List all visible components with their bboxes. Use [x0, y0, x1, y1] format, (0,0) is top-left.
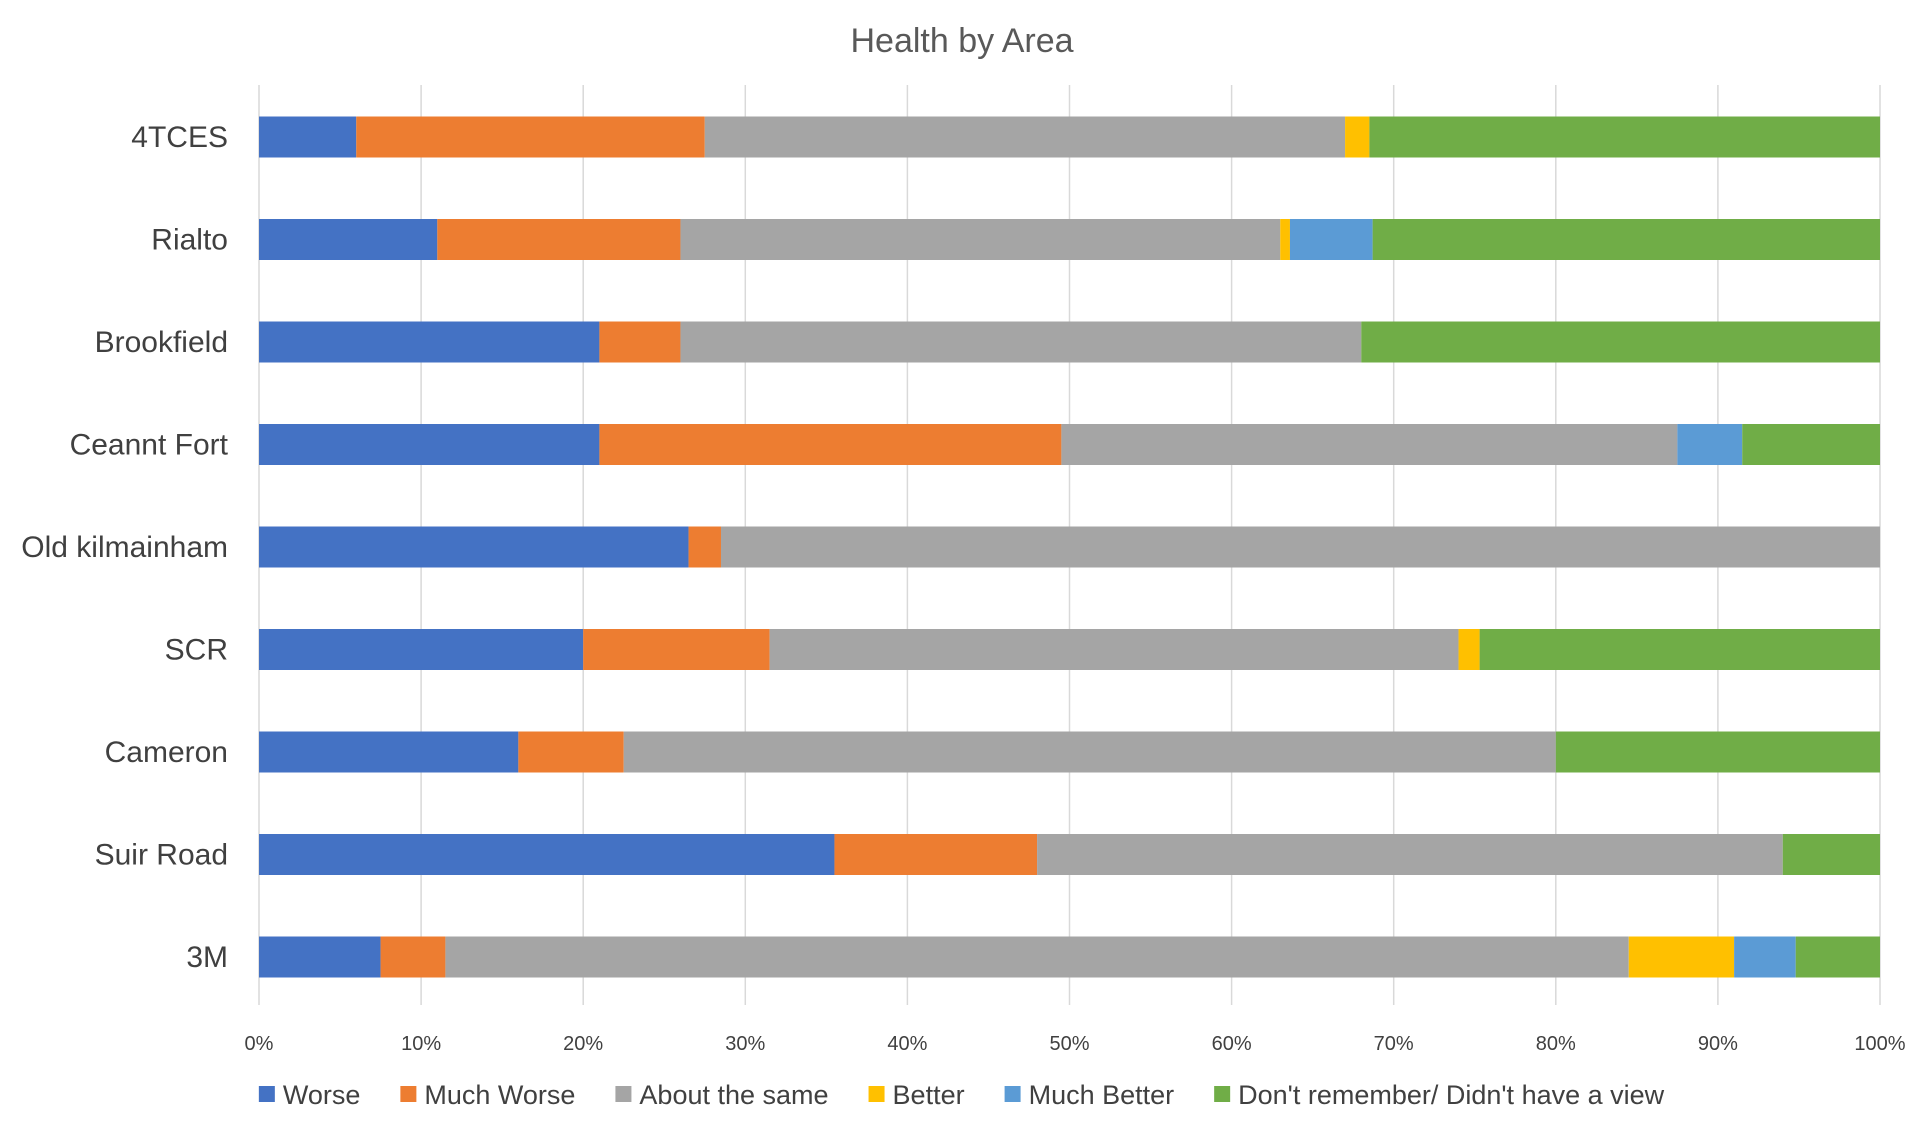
bar-segment [834, 834, 1038, 875]
legend-label: Don't remember/ Didn't have a view [1238, 1080, 1664, 1110]
bar-segment [599, 424, 1062, 465]
legend-swatch [615, 1086, 632, 1102]
bar-segment [380, 936, 446, 978]
legend-label: Worse [283, 1080, 361, 1110]
bar-segment [680, 321, 1362, 363]
category-label: Brookfield [95, 326, 228, 359]
bar-segment [259, 321, 600, 363]
legend-swatch [400, 1086, 417, 1102]
bar-segment [1280, 219, 1290, 260]
bar-segment [680, 219, 1281, 260]
bars [259, 116, 1880, 978]
legend-item: About the same [615, 1080, 829, 1110]
bar-segment [1795, 936, 1880, 978]
bar-segment [1345, 116, 1370, 158]
x-tick-label: 50% [1049, 1033, 1089, 1055]
bar-segment [1458, 629, 1480, 670]
legend-item: Much Worse [400, 1080, 575, 1110]
category-label: Rialto [151, 224, 228, 257]
x-tick-label: 60% [1212, 1033, 1252, 1055]
category-label: 4TCES [131, 121, 228, 154]
bar-segment [769, 629, 1459, 670]
bar-segment [623, 731, 1556, 773]
bar-segment [704, 116, 1346, 158]
legend-label: Much Better [1029, 1080, 1175, 1110]
x-tick-label: 90% [1698, 1033, 1738, 1055]
legend-item: Worse [258, 1080, 361, 1110]
legend-swatch [1214, 1086, 1231, 1102]
category-label: Cameron [105, 736, 228, 769]
bar-segment [1369, 116, 1880, 158]
category-label: Suir Road [95, 839, 228, 872]
bar-segment [259, 424, 600, 465]
bar-segment [259, 629, 584, 670]
bar-segment [259, 116, 357, 158]
bar-segment [1742, 424, 1880, 465]
bar-segment [688, 526, 721, 568]
bar-segment [1061, 424, 1678, 465]
bar-segment [437, 219, 681, 260]
legend-item: Better [868, 1080, 965, 1110]
category-label: 3M [186, 941, 228, 974]
bar-segment [1372, 219, 1880, 260]
bar-segment [1037, 834, 1783, 875]
category-labels: 4TCES Rialto Brookfield Ceannt Fort Old kilm… [21, 121, 228, 974]
x-tick-label: 30% [725, 1033, 765, 1055]
x-tick-label: 0% [245, 1033, 274, 1055]
bar-segment [259, 834, 835, 875]
bar-segment [1289, 219, 1373, 260]
bar-segment [1782, 834, 1880, 875]
bar-segment [1677, 424, 1743, 465]
legend-item: Don't remember/ Didn't have a view [1214, 1080, 1665, 1110]
bar-segment [1734, 936, 1796, 978]
bar-segment [356, 116, 705, 158]
bar-segment [1628, 936, 1735, 978]
legend-swatch [1004, 1086, 1021, 1102]
chart-title: Health by Area [850, 22, 1073, 60]
x-tick-label: 100% [1854, 1033, 1905, 1055]
bar-segment [259, 731, 519, 773]
x-tick-label: 20% [563, 1033, 603, 1055]
x-tick-label: 40% [887, 1033, 927, 1055]
legend-item: Much Better [1004, 1080, 1175, 1110]
legend-label: Much Worse [424, 1080, 575, 1110]
bar-segment [720, 526, 1880, 568]
bar-segment [259, 936, 381, 978]
bar-segment [1555, 731, 1880, 773]
category-label: SCR [165, 634, 228, 667]
legend: Worse Much Worse About the same Better Much … [258, 1080, 1665, 1110]
bar-segment [583, 629, 770, 670]
x-tick-label: 10% [401, 1033, 441, 1055]
legend-label: About the same [639, 1080, 828, 1110]
bar-segment [445, 936, 1629, 978]
bar-segment [1361, 321, 1880, 363]
category-label: Ceannt Fort [70, 429, 229, 462]
legend-swatch [258, 1086, 275, 1102]
bar-segment [1479, 629, 1880, 670]
legend-label: Better [893, 1080, 965, 1110]
bar-segment [599, 321, 681, 363]
bar-segment [518, 731, 624, 773]
x-tick-labels: 0% 10% 20% 30% 40% 50% 60% 70% 80% 90% 100% [245, 1033, 1906, 1055]
legend-swatch [868, 1086, 885, 1102]
bar-segment [259, 219, 438, 260]
x-tick-label: 80% [1536, 1033, 1576, 1055]
bar-segment [259, 526, 689, 568]
category-label: Old kilmainham [21, 531, 228, 564]
x-tick-label: 70% [1374, 1033, 1414, 1055]
